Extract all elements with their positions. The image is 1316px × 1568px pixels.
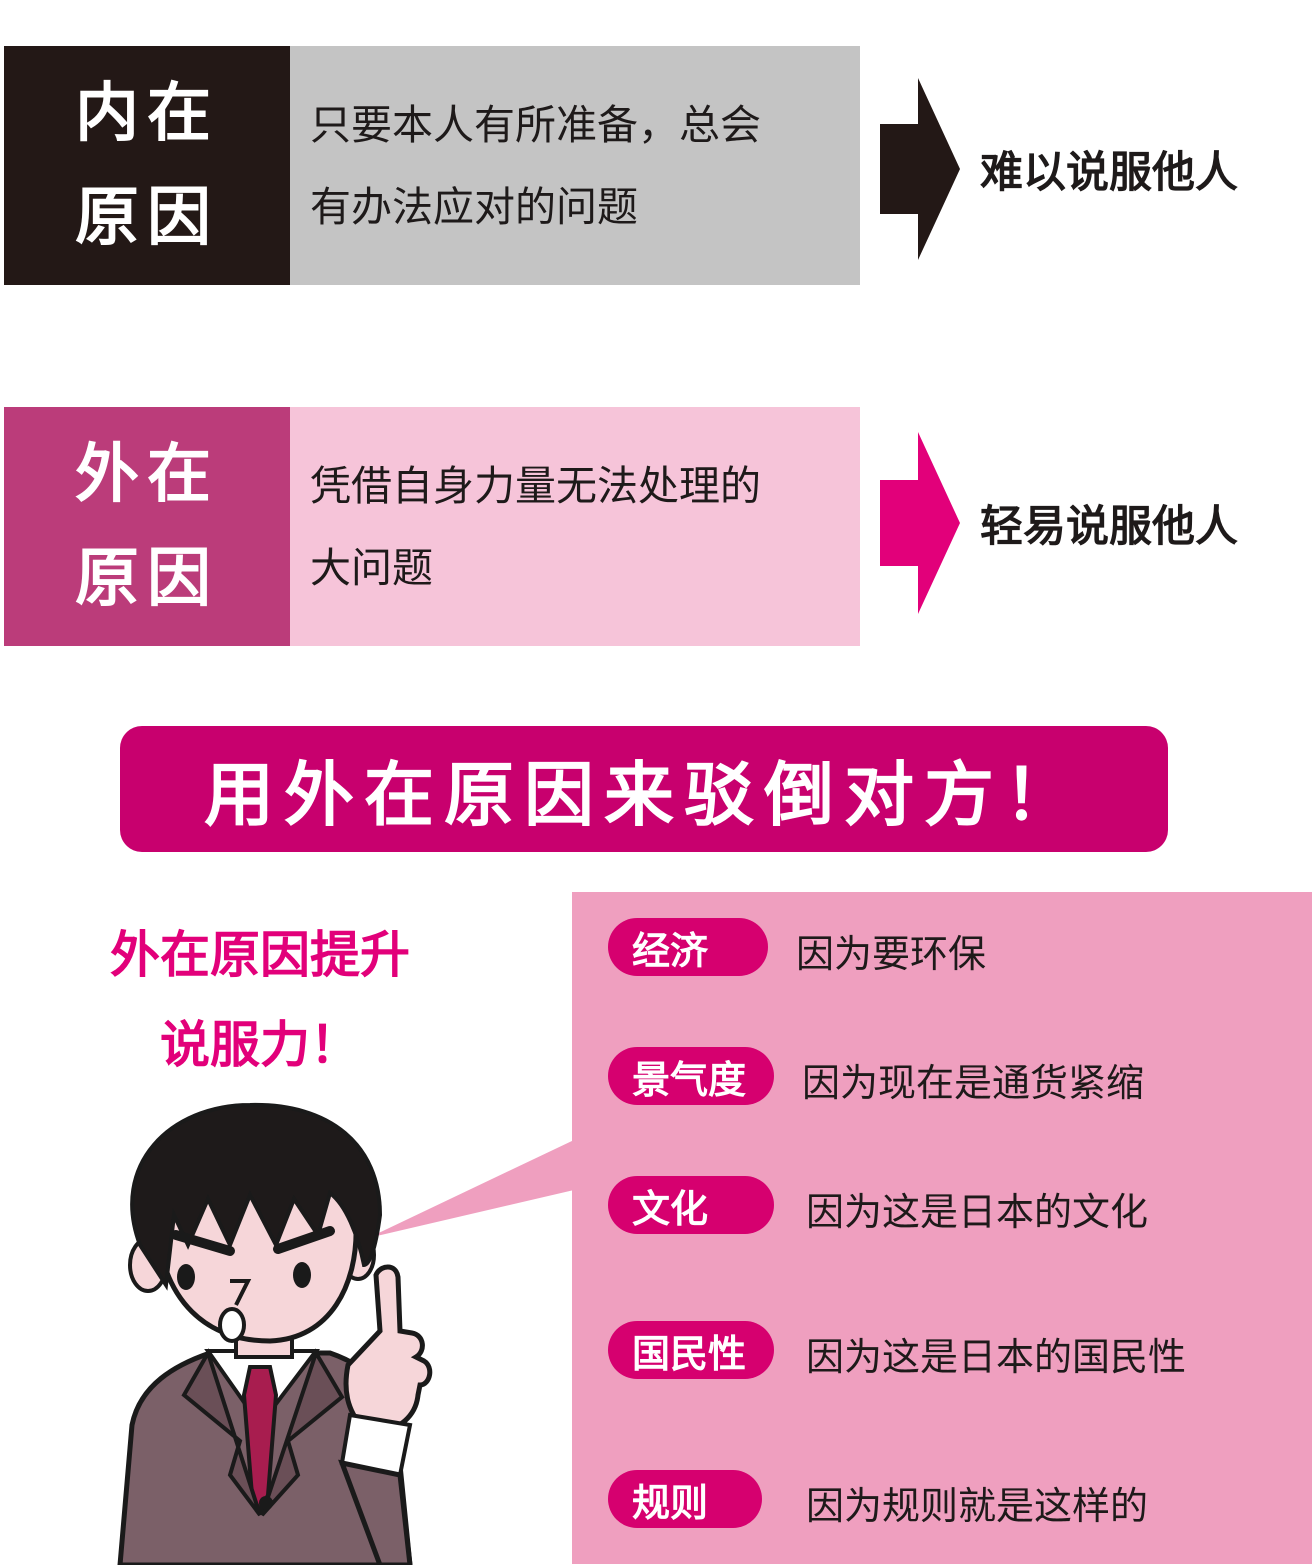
- speech-tail: [368, 1140, 574, 1238]
- reason-tag-business-climate: 景气度: [608, 1047, 774, 1105]
- reason-text-rules: 因为规则就是这样的: [806, 1484, 1149, 1528]
- external-label-line1: 外在: [75, 437, 219, 512]
- external-label-line2: 原因: [75, 541, 219, 616]
- external-description-box: 凭借自身力量无法处理的 大问题: [290, 407, 860, 646]
- reason-tag-economy: 经济: [608, 918, 768, 976]
- internal-desc-line2: 有办法应对的问题: [310, 182, 638, 231]
- internal-result: 难以说服他人: [980, 148, 1238, 198]
- callout-text: 外在原因提升 说服力！: [60, 910, 460, 1090]
- external-desc-line2: 大问题: [310, 543, 433, 592]
- reason-text-culture: 因为这是日本的文化: [806, 1190, 1149, 1234]
- internal-desc-line1: 只要本人有所准备，总会: [310, 100, 761, 149]
- internal-label-line1: 内在: [75, 76, 219, 151]
- reason-text-economy: 因为要环保: [796, 932, 987, 976]
- callout-line1: 外在原因提升: [110, 926, 410, 984]
- external-desc-line1: 凭借自身力量无法处理的: [310, 461, 761, 510]
- external-arrow-icon: [880, 432, 960, 614]
- reason-tag-culture: 文化: [608, 1176, 774, 1234]
- internal-label-line2: 原因: [75, 180, 219, 255]
- external-result: 轻易说服他人: [980, 502, 1238, 552]
- reason-tag-rules: 规则: [608, 1470, 762, 1528]
- businessman-illustration: [117, 1102, 433, 1565]
- reason-text-national-character: 因为这是日本的国民性: [806, 1335, 1187, 1379]
- headline-banner: 用外在原因来驳倒对方！: [120, 726, 1168, 852]
- reason-tag-national-character: 国民性: [608, 1321, 774, 1379]
- callout-line2: 说服力！: [160, 1016, 360, 1074]
- external-label-box: 外在 原因: [4, 407, 290, 646]
- headline-text: 用外在原因来驳倒对方！: [204, 753, 1084, 836]
- internal-description-box: 只要本人有所准备，总会 有办法应对的问题: [290, 46, 860, 285]
- internal-label-box: 内在 原因: [4, 46, 290, 285]
- internal-arrow-icon: [880, 78, 960, 260]
- reason-text-business-climate: 因为现在是通货紧缩: [802, 1061, 1145, 1105]
